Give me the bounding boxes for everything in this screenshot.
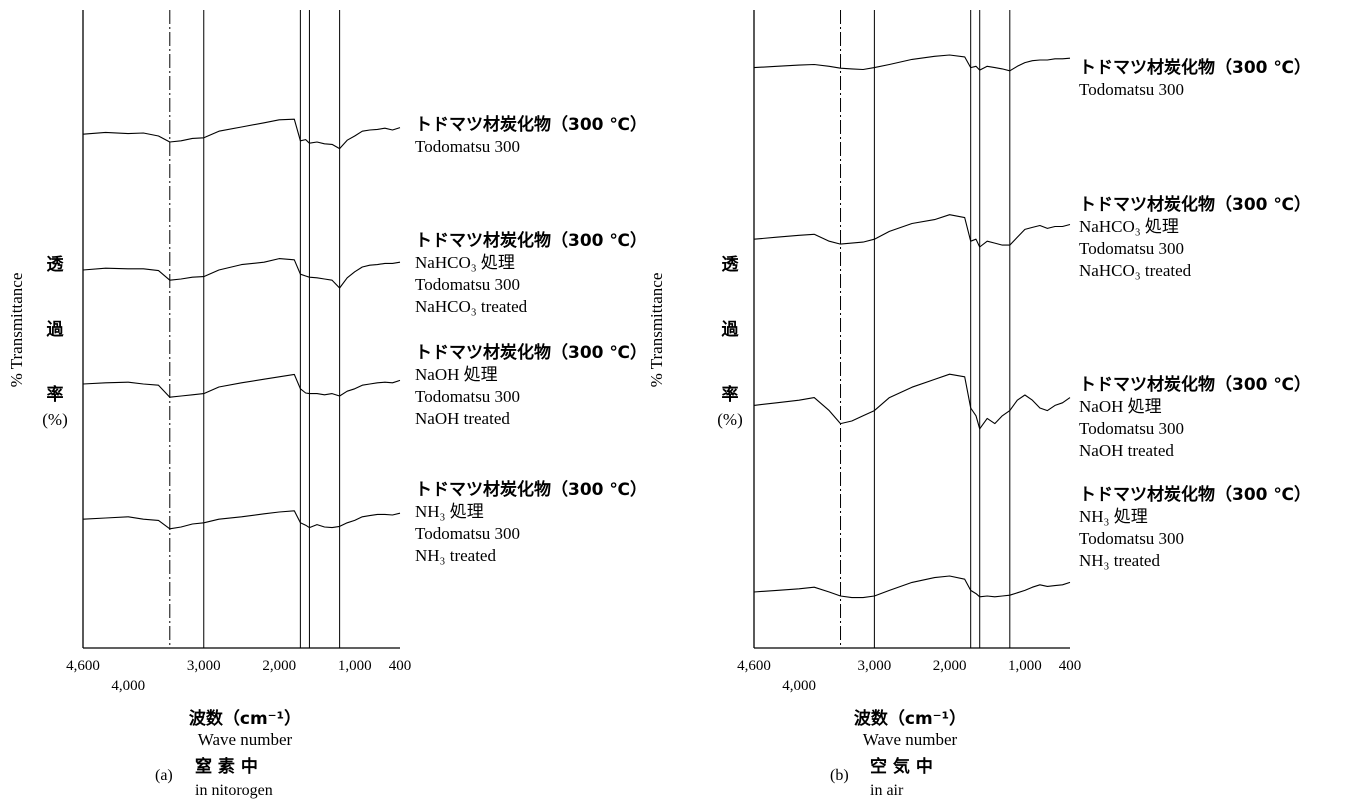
y-axis-label-en: % Transmittance xyxy=(647,273,666,388)
series-label-line: NH₃ treated xyxy=(1079,551,1160,570)
spectrum-line-4 xyxy=(753,575,1071,599)
y-axis-label-en: % Transmittance xyxy=(7,273,26,388)
series-label-line: NH₃ 処理 xyxy=(1079,507,1148,526)
spectrum-line-2 xyxy=(753,214,1071,248)
series-label-line: NaOH 処理 xyxy=(1079,397,1162,416)
series-label-line: トドマツ材炭化物（300 ℃） xyxy=(415,114,647,135)
y-axis-label-ja-part: 過 xyxy=(47,320,65,340)
spectrum-line-2 xyxy=(82,258,401,289)
panel-a: トドマツ材炭化物（300 ℃） Todomatsu 300 トドマツ材炭化物（300… xyxy=(7,10,647,799)
series-label-line: Todomatsu 300 xyxy=(415,275,520,294)
y-axis-label-ja-part: 透 xyxy=(47,254,65,275)
series-label-line: NaHCO₃ 処理 xyxy=(415,253,515,272)
caption-en: in nitorogen xyxy=(195,782,273,799)
x-tick-label: 3,000 xyxy=(858,658,892,674)
y-axis-label-ja-part: 率 xyxy=(47,384,64,405)
series-label-line: Todomatsu 300 xyxy=(1079,239,1184,258)
series-label-line: NaHCO₃ treated xyxy=(1079,261,1192,280)
series-label-line: Todomatsu 300 xyxy=(1079,529,1184,548)
series-label-line: トドマツ材炭化物（300 ℃） xyxy=(1079,57,1311,78)
series-label-line: Todomatsu 300 xyxy=(415,524,520,543)
series-label-line: Todomatsu 300 xyxy=(1079,419,1184,438)
series-label-line: NH₃ 処理 xyxy=(415,502,484,521)
series-label-line: トドマツ材炭化物（300 ℃） xyxy=(415,230,647,251)
x-tick-label-lower: 4,000 xyxy=(782,678,816,694)
y-axis-label-ja-part: 率 xyxy=(722,384,739,405)
spectrum-line-1 xyxy=(82,118,401,150)
caption-en: in air xyxy=(870,782,904,799)
series-label-line: Todomatsu 300 xyxy=(415,137,520,156)
x-axis-label-ja: 波数（cm⁻¹） xyxy=(189,708,301,729)
series-label-line: トドマツ材炭化物（300 ℃） xyxy=(1079,194,1311,215)
series-label-line: NaOH 処理 xyxy=(415,365,498,384)
x-tick-label: 400 xyxy=(389,658,412,674)
x-axis-label-ja: 波数（cm⁻¹） xyxy=(854,708,966,729)
caption-ja: 空 気 中 xyxy=(870,756,933,777)
series-label-line: トドマツ材炭化物（300 ℃） xyxy=(1079,484,1311,505)
x-tick-label: 400 xyxy=(1059,658,1082,674)
x-tick-label: 3,000 xyxy=(187,658,221,674)
panel-b: トドマツ材炭化物（300 ℃） Todomatsu 300 トドマツ材炭化物（300… xyxy=(647,10,1311,799)
series-label-line: トドマツ材炭化物（300 ℃） xyxy=(415,479,647,500)
series-label-line: NH₃ treated xyxy=(415,546,496,565)
y-axis-label-ja-part: 透 xyxy=(722,254,740,275)
x-tick-label-lower: 4,000 xyxy=(111,678,145,694)
caption-ja: 窒 素 中 xyxy=(195,756,258,777)
x-axis-label-en: Wave number xyxy=(863,730,958,749)
spectrum-line-4 xyxy=(82,510,401,530)
caption-mark: (a) xyxy=(155,767,173,784)
x-tick-label: 1,000 xyxy=(338,658,372,674)
y-axis-label-ja-part: 過 xyxy=(722,320,740,340)
y-axis-label-ja-part: (%) xyxy=(717,410,742,429)
x-tick-label: 2,000 xyxy=(933,658,967,674)
x-tick-label: 1,000 xyxy=(1008,658,1042,674)
series-label-line: NaOH treated xyxy=(415,409,510,428)
x-tick-label: 4,600 xyxy=(737,658,771,674)
series-label-line: Todomatsu 300 xyxy=(1079,80,1184,99)
series-label-line: Todomatsu 300 xyxy=(415,387,520,406)
spectrum-line-3 xyxy=(753,373,1071,430)
series-label-line: トドマツ材炭化物（300 ℃） xyxy=(1079,374,1311,395)
x-tick-label: 2,000 xyxy=(262,658,296,674)
x-axis-label-en: Wave number xyxy=(198,730,293,749)
series-label-line: NaHCO₃ 処理 xyxy=(1079,217,1179,236)
x-tick-label: 4,600 xyxy=(66,658,100,674)
spectrum-line-3 xyxy=(82,373,401,398)
spectrum-line-1 xyxy=(753,54,1071,72)
caption-mark: (b) xyxy=(830,767,849,784)
y-axis-label-ja-part: (%) xyxy=(42,410,67,429)
series-label-line: NaOH treated xyxy=(1079,441,1174,460)
series-label-line: トドマツ材炭化物（300 ℃） xyxy=(415,342,647,363)
series-label-line: NaHCO₃ treated xyxy=(415,297,528,316)
